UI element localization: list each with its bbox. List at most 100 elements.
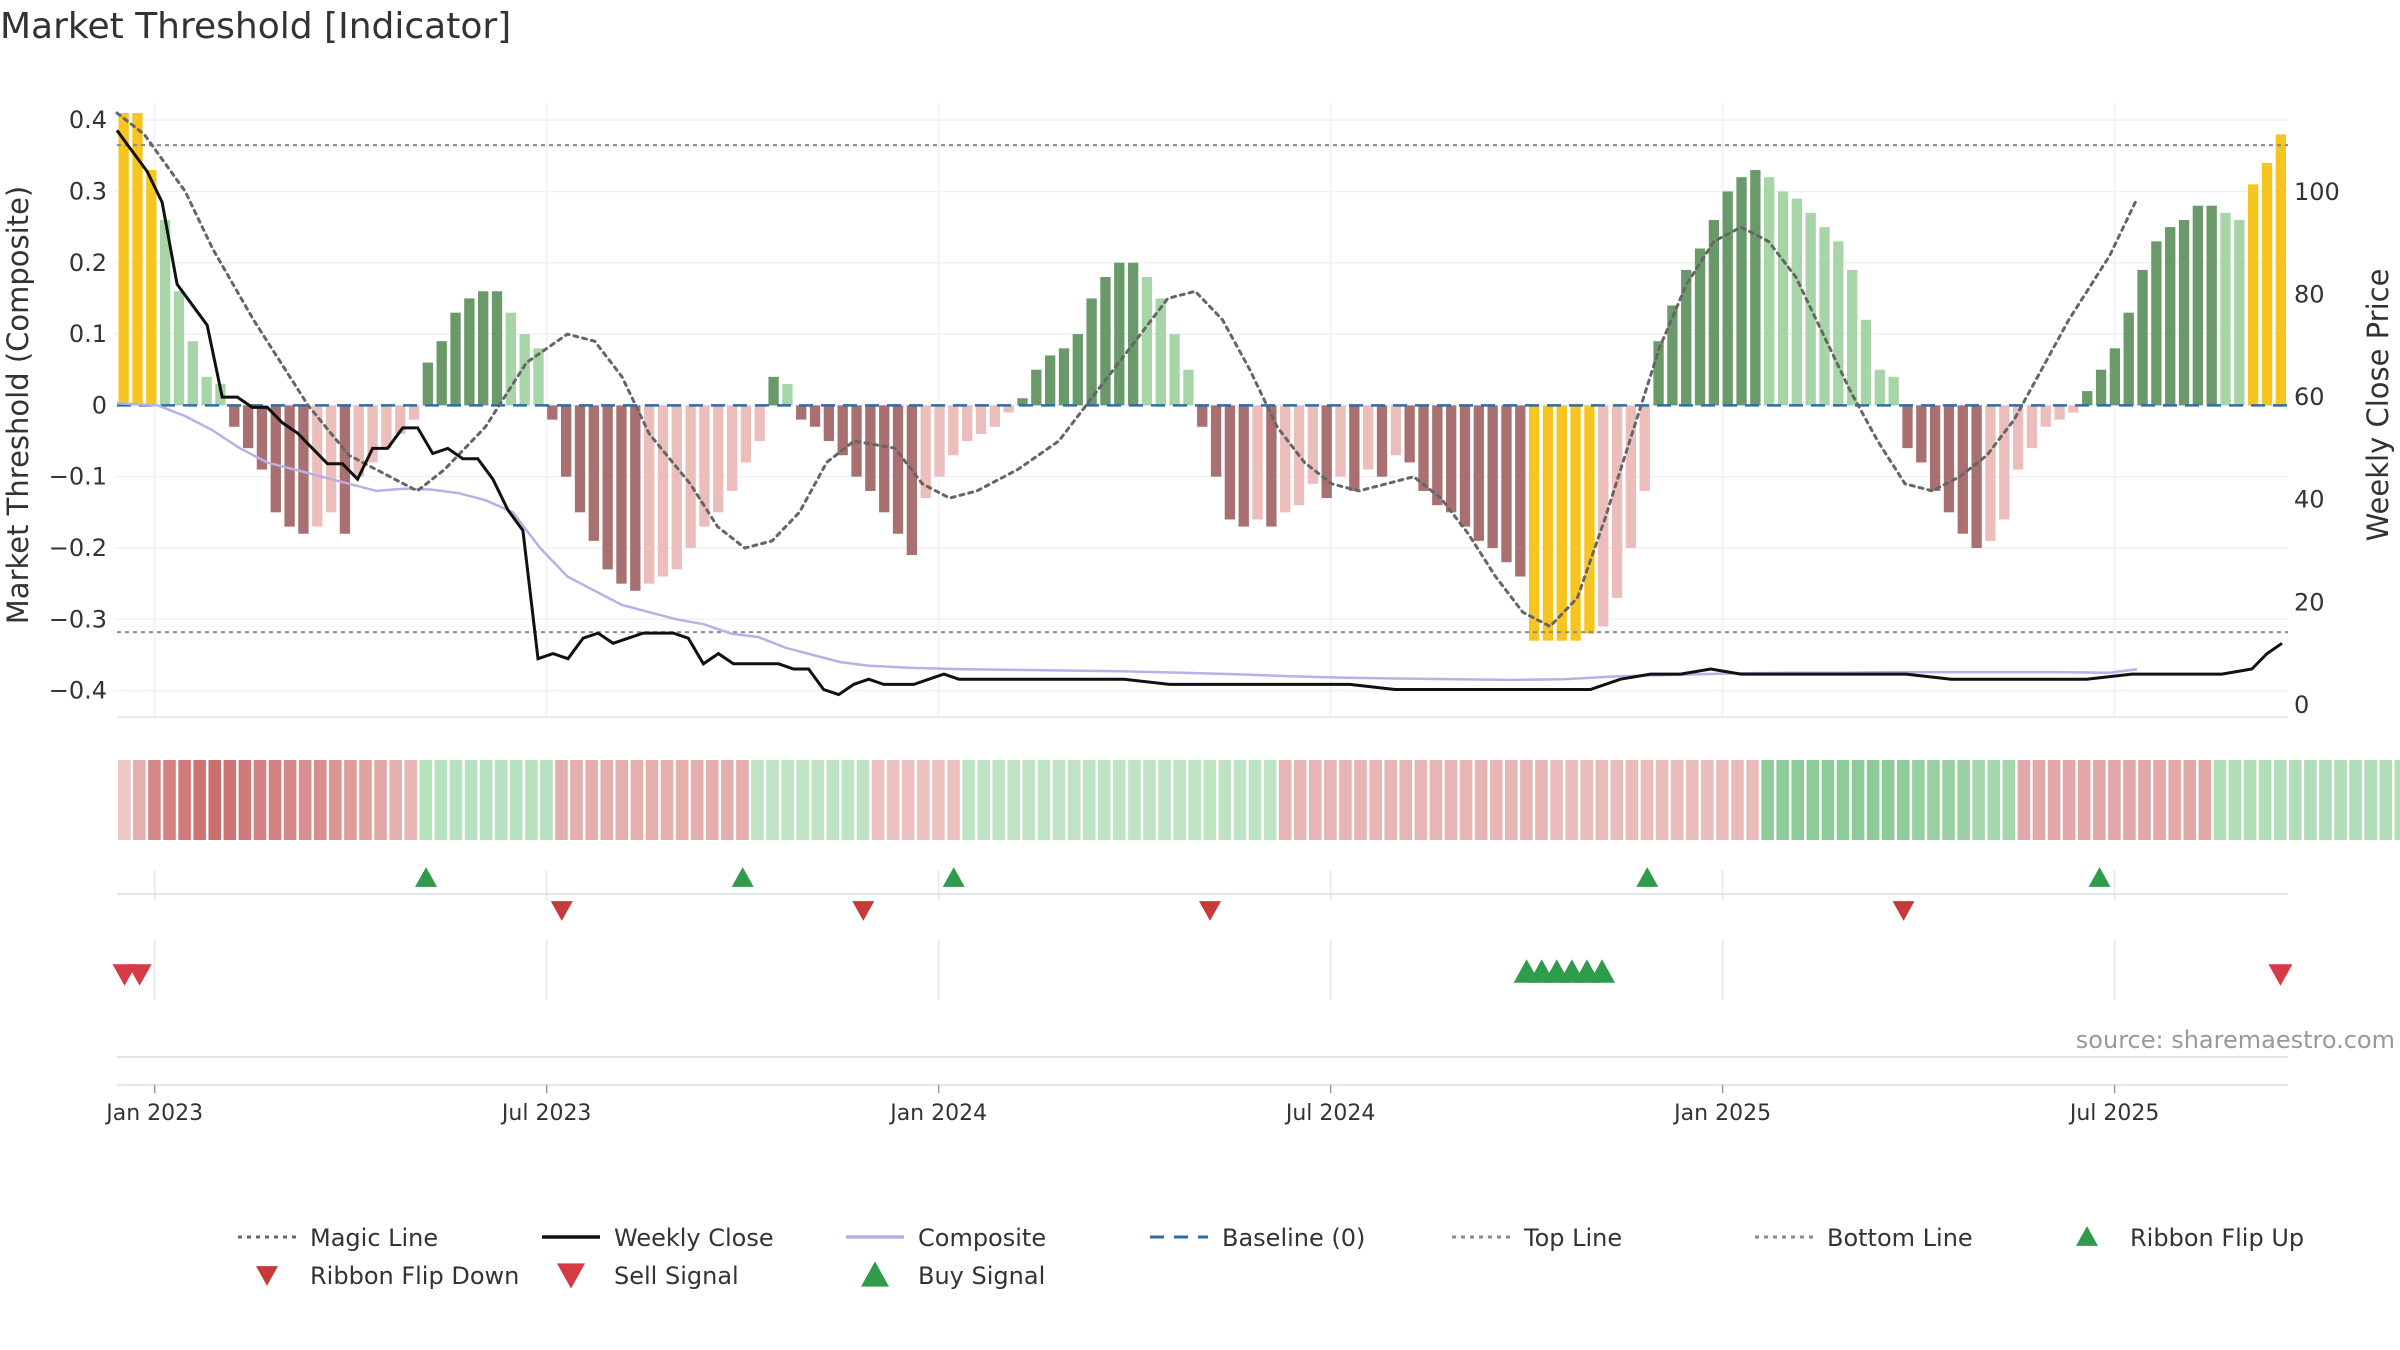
ribbon-cell bbox=[645, 760, 659, 840]
date-tick-label: Jan 2023 bbox=[104, 1101, 203, 1126]
histogram-bar bbox=[478, 291, 489, 406]
ribbon-cell bbox=[2017, 760, 2031, 840]
ribbon-cell bbox=[1128, 760, 1141, 840]
chart-title: Market Threshold [Indicator] bbox=[0, 6, 511, 47]
ribbon-cell bbox=[705, 760, 719, 840]
histogram-bar bbox=[1916, 405, 1927, 463]
ribbon-cell bbox=[1384, 760, 1397, 840]
histogram-bar bbox=[1335, 405, 1346, 477]
ribbon-cell bbox=[1806, 760, 1820, 840]
ribbon-cell bbox=[2047, 760, 2061, 840]
weekly-close-line bbox=[115, 129, 2283, 697]
histogram-bar bbox=[1432, 405, 1443, 506]
ribbon-cell bbox=[1052, 760, 1066, 840]
ribbon-cell bbox=[917, 760, 930, 840]
histogram-bar bbox=[1141, 277, 1153, 406]
ribbon-cell bbox=[449, 760, 463, 840]
legend-label: Bottom Line bbox=[1827, 1224, 1973, 1252]
histogram-bar bbox=[1058, 348, 1070, 406]
legend-swatch bbox=[256, 1266, 278, 1286]
histogram-bar bbox=[1031, 369, 1042, 406]
histogram-bar bbox=[1127, 262, 1139, 406]
legend-swatch bbox=[861, 1261, 889, 1287]
histogram-bar bbox=[1902, 405, 1913, 449]
ribbon-flip-down-marker bbox=[550, 901, 573, 921]
signal-markers bbox=[112, 867, 2293, 1289]
histogram-bar bbox=[2095, 369, 2107, 406]
ribbon-cell bbox=[178, 760, 191, 840]
ribbon-cell bbox=[118, 760, 131, 840]
ribbon-cell bbox=[992, 760, 1006, 840]
ribbon-cell bbox=[1354, 760, 1367, 840]
ribbon-cell bbox=[1897, 760, 1910, 840]
left-tick-label: 0 bbox=[92, 391, 107, 419]
ribbon-cell bbox=[2077, 760, 2091, 840]
histogram-bar bbox=[1888, 376, 1899, 406]
legend-label: Composite bbox=[918, 1224, 1046, 1252]
histogram-bar bbox=[173, 291, 185, 406]
ribbon-cell bbox=[947, 760, 960, 840]
histogram-bar bbox=[657, 405, 669, 577]
histogram-bar bbox=[671, 405, 682, 570]
ribbon-cell bbox=[2183, 760, 2197, 840]
ribbon-flip-down-marker bbox=[852, 901, 875, 921]
left-tick-label: −0.1 bbox=[49, 463, 107, 491]
ribbon-flip-up-marker bbox=[1636, 867, 1659, 887]
histogram-bar bbox=[588, 405, 599, 541]
histogram-bar bbox=[2165, 227, 2176, 406]
ribbon-cell bbox=[163, 760, 176, 840]
histogram-bar bbox=[2192, 205, 2204, 406]
histogram-bar bbox=[796, 405, 807, 420]
histogram-bar bbox=[1086, 298, 1097, 406]
ribbon-cell bbox=[1309, 760, 1322, 840]
right-tick-label: 40 bbox=[2294, 486, 2325, 514]
histogram-bar bbox=[229, 405, 240, 427]
histogram-bar bbox=[505, 312, 517, 406]
histogram-bar bbox=[1764, 177, 1775, 406]
composite-line bbox=[116, 401, 2138, 682]
ribbon-cell bbox=[1505, 760, 1518, 840]
ribbon-cell bbox=[826, 760, 840, 840]
histogram-bar bbox=[934, 405, 945, 477]
ribbon-cell bbox=[283, 760, 297, 840]
ribbon-cell bbox=[1791, 760, 1805, 840]
ribbon-cell bbox=[1022, 760, 1036, 840]
ribbon-cell bbox=[404, 760, 418, 840]
ribbon-cell bbox=[1037, 760, 1051, 840]
histogram-bar bbox=[1459, 405, 1471, 527]
ribbon-cell bbox=[630, 760, 644, 840]
ribbon-cell bbox=[1625, 760, 1639, 840]
ribbon-cell bbox=[1188, 760, 1201, 840]
histogram-bar bbox=[2068, 405, 2079, 413]
ribbon-cell bbox=[2258, 760, 2272, 840]
ribbon-cell bbox=[1007, 760, 1021, 840]
histogram-bar bbox=[948, 405, 959, 456]
histogram-bar bbox=[630, 405, 641, 591]
histogram-bar bbox=[339, 405, 351, 534]
histogram-bar bbox=[1169, 334, 1180, 406]
histogram-bar bbox=[602, 405, 613, 570]
legend-label: Ribbon Flip Up bbox=[2130, 1224, 2304, 1252]
date-tick-label: Jan 2024 bbox=[888, 1101, 987, 1126]
histogram-bar bbox=[242, 405, 254, 449]
histogram-bar bbox=[1971, 405, 1982, 548]
ribbon-cell bbox=[1535, 760, 1548, 840]
ribbon-cell bbox=[751, 760, 764, 840]
histogram-bar bbox=[1625, 405, 1637, 548]
ribbon-cell bbox=[1701, 760, 1714, 840]
histogram-bar bbox=[560, 405, 572, 477]
histogram-bar bbox=[2261, 162, 2273, 406]
ribbon-cell bbox=[2394, 760, 2400, 840]
ribbon-cell bbox=[2304, 760, 2317, 840]
histogram-bar bbox=[2026, 405, 2038, 449]
sell-signal-marker bbox=[112, 964, 137, 986]
ribbon-flip-up-marker bbox=[2088, 867, 2111, 887]
ribbon-cell bbox=[1293, 760, 1307, 840]
histogram-bar bbox=[519, 334, 530, 406]
histogram-bar bbox=[2137, 269, 2148, 406]
ribbon-cell bbox=[2198, 760, 2212, 840]
ribbon-cell bbox=[2334, 760, 2347, 840]
ribbon-cell bbox=[359, 760, 372, 840]
histogram-bar bbox=[1376, 405, 1388, 477]
histogram-bar bbox=[298, 405, 309, 534]
